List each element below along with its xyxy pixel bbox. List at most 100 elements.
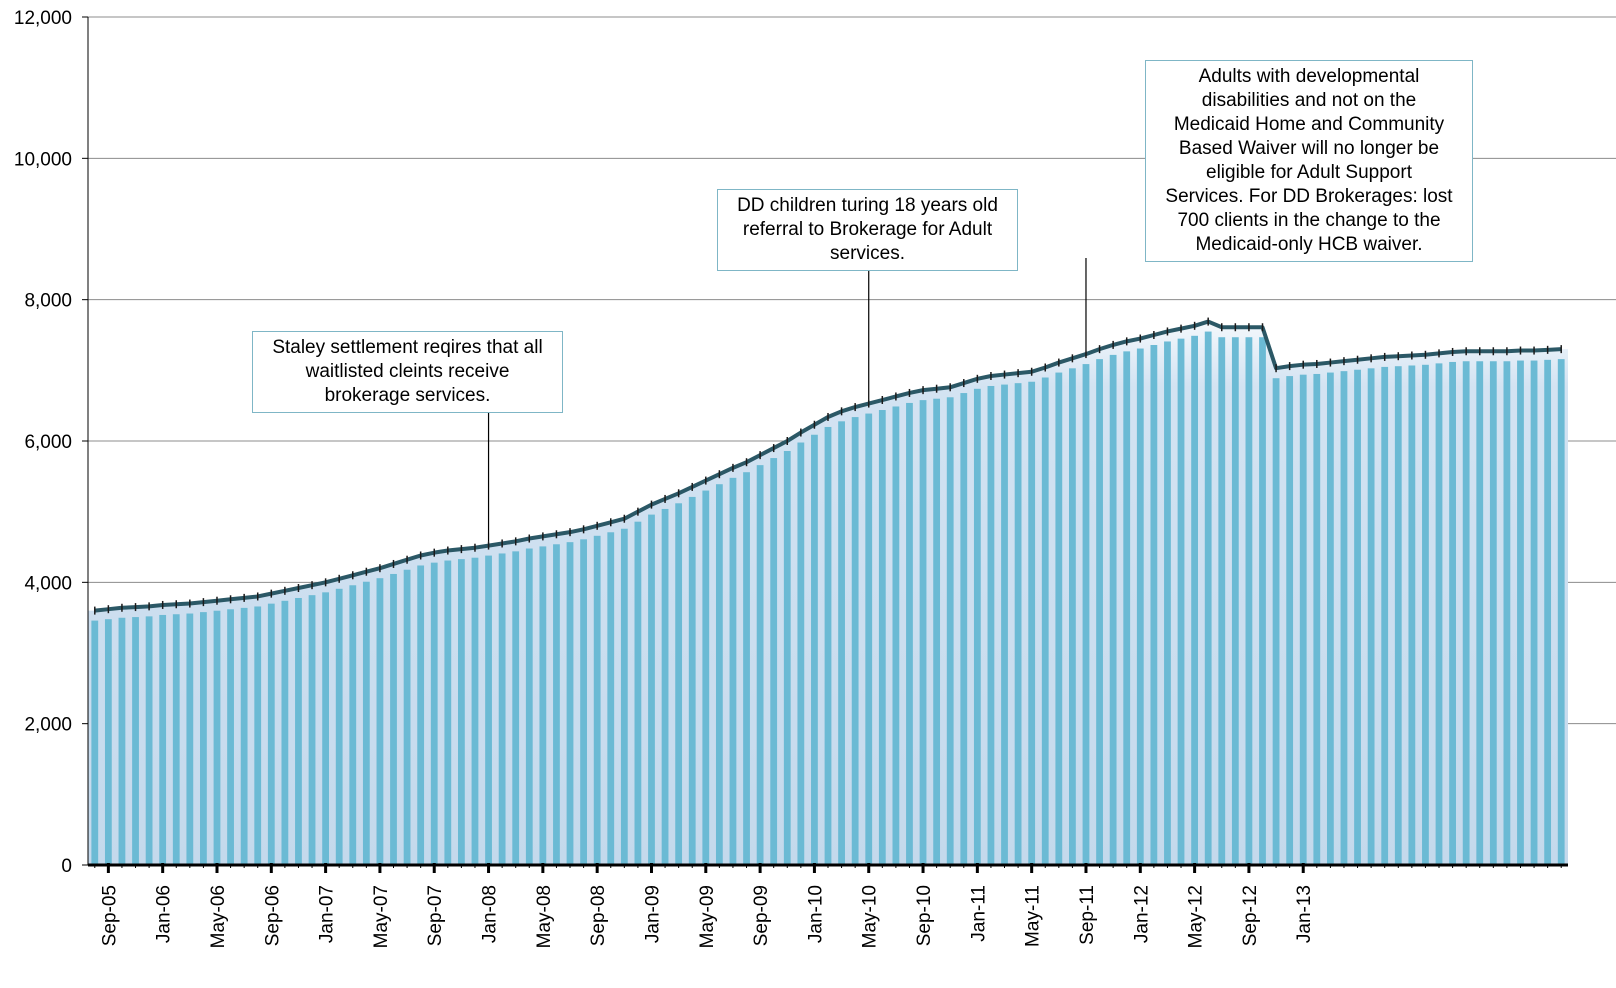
bar [254, 606, 262, 865]
bar [1476, 361, 1484, 865]
bar [1041, 377, 1049, 865]
x-tick-label: Sep-12 [1240, 885, 1261, 946]
bar [1164, 341, 1171, 866]
annotation-line: Medicaid-only HCB waiver. [1195, 234, 1423, 255]
bar [688, 496, 696, 865]
annotation-staley: Staley settlement reqires that all waitli… [252, 331, 563, 413]
bar [1245, 337, 1253, 866]
bar [1313, 373, 1321, 865]
x-tick-label: May-12 [1186, 885, 1207, 948]
bar [1218, 337, 1226, 866]
annotation-line: waitlisted cleints receive [305, 361, 510, 382]
bar [729, 477, 737, 865]
bar [756, 465, 764, 865]
bar [512, 551, 520, 865]
bar [118, 617, 126, 865]
y-tick-label: 8,000 [24, 291, 72, 312]
annotation-line: services. [830, 243, 905, 264]
bar [498, 553, 506, 865]
bar [104, 619, 112, 865]
bar [1394, 366, 1402, 865]
bar [675, 503, 683, 865]
bar [1462, 361, 1470, 865]
bar [1177, 338, 1185, 865]
bar [1503, 361, 1511, 865]
bar [1286, 376, 1294, 865]
bar [458, 559, 465, 865]
bar [1517, 360, 1524, 865]
bar [702, 490, 710, 865]
bar [1489, 361, 1497, 865]
bar [145, 616, 153, 865]
bar [295, 597, 302, 865]
bar [1014, 383, 1022, 865]
bar [227, 609, 234, 865]
bar [770, 458, 778, 865]
bar [580, 539, 587, 865]
annotation-line: brokerage services. [324, 385, 491, 406]
bar [1354, 369, 1361, 865]
bar [838, 421, 845, 865]
bar [1299, 374, 1307, 865]
bar [946, 397, 954, 865]
x-tick-label: Sep-05 [99, 885, 120, 946]
y-tick-label: 12,000 [14, 8, 72, 29]
bar [783, 451, 791, 865]
x-tick-label: Jan-10 [805, 885, 826, 943]
y-tick-label: 0 [61, 856, 72, 877]
bar [308, 595, 316, 865]
bar [906, 402, 913, 865]
bar [539, 546, 547, 865]
x-tick-label: Sep-09 [751, 885, 772, 946]
annotation-line: eligible for Adult Support [1206, 162, 1412, 183]
bar [933, 398, 941, 865]
bar [159, 614, 167, 865]
bar [213, 610, 221, 865]
bar [417, 565, 425, 865]
bar [1340, 371, 1348, 865]
bar [811, 434, 818, 865]
bar [960, 393, 968, 865]
annotation-dd-children: DD children turing 18 years old referral … [717, 189, 1018, 271]
bar [1435, 363, 1443, 865]
x-tick-label: Jan-08 [480, 885, 501, 943]
bar [1096, 359, 1103, 865]
bar [525, 548, 533, 865]
bar [593, 535, 601, 865]
y-tick-labels: 0 2,000 4,000 6,000 8,000 10,000 12,000 [14, 8, 72, 877]
bar [892, 406, 900, 865]
axes [82, 16, 1568, 873]
annotation-line: 700 clients in the change to the [1177, 210, 1441, 231]
bar [607, 532, 615, 865]
bar [1136, 348, 1144, 865]
bar [973, 388, 981, 865]
series-line [94, 317, 1562, 615]
bar [566, 542, 574, 865]
x-tick-label: Sep-07 [425, 885, 446, 946]
bar [1055, 372, 1063, 865]
bar [322, 592, 330, 865]
bar [1001, 384, 1008, 865]
bar [485, 555, 492, 865]
x-tick-label: Jan-09 [642, 885, 663, 943]
bar [1123, 351, 1131, 865]
bar [281, 600, 289, 865]
bar [1069, 368, 1076, 865]
bar [1326, 372, 1334, 865]
annotation-line: Adults with developmental [1198, 66, 1420, 87]
bar [1544, 359, 1552, 865]
x-tick-label: May-06 [208, 885, 229, 948]
bars [91, 331, 1565, 866]
annotation-adults-waiver: Adults with developmental disabilities an… [1145, 60, 1473, 262]
bar [403, 569, 411, 865]
bar [471, 557, 479, 865]
bar [987, 385, 995, 865]
bar [634, 521, 642, 865]
y-tick-label: 10,000 [14, 149, 72, 170]
bar [335, 588, 343, 865]
bar [430, 562, 438, 865]
bar [132, 617, 139, 865]
annotation-line: DD children turing 18 years old [737, 195, 998, 216]
x-tick-label: May-11 [1023, 885, 1044, 947]
